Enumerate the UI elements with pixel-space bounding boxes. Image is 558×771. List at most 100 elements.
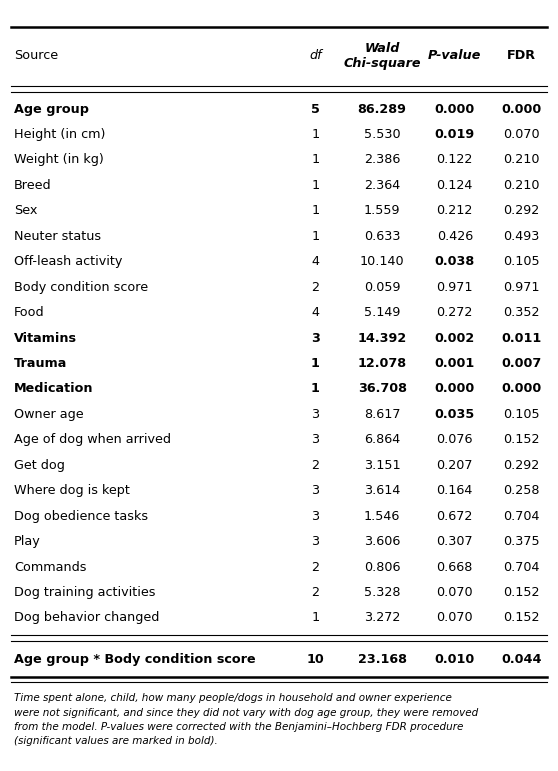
Text: 8.617: 8.617 [364,408,401,421]
Text: 0.971: 0.971 [436,281,473,294]
Text: Age group * Body condition score: Age group * Body condition score [14,653,256,665]
Text: 3: 3 [311,332,320,345]
Text: 0.105: 0.105 [503,255,540,268]
Text: 0.105: 0.105 [503,408,540,421]
Text: Height (in cm): Height (in cm) [14,128,105,141]
Text: 0.633: 0.633 [364,230,401,243]
Text: Weight (in kg): Weight (in kg) [14,153,104,167]
Text: P-value: P-value [428,49,482,62]
Text: 0.292: 0.292 [504,459,540,472]
Text: 36.708: 36.708 [358,382,407,396]
Text: Dog behavior changed: Dog behavior changed [14,611,160,625]
Text: 6.864: 6.864 [364,433,400,446]
Text: 10: 10 [306,653,324,665]
Text: Commands: Commands [14,561,86,574]
Text: Neuter status: Neuter status [14,230,101,243]
Text: 0.272: 0.272 [436,306,473,319]
Text: 0.070: 0.070 [436,611,473,625]
Text: 3: 3 [311,408,319,421]
Text: Medication: Medication [14,382,93,396]
Text: 0.292: 0.292 [504,204,540,217]
Text: 0.076: 0.076 [436,433,473,446]
Text: 5.530: 5.530 [364,128,401,141]
Text: Time spent alone, child, how many people/dogs in household and owner experience
: Time spent alone, child, how many people… [14,693,478,746]
Text: 0.672: 0.672 [436,510,473,523]
Text: 2: 2 [311,459,319,472]
Text: 3: 3 [311,535,319,548]
Text: Dog training activities: Dog training activities [14,586,156,599]
Text: 1: 1 [311,128,319,141]
Text: Trauma: Trauma [14,357,68,370]
Text: 0.164: 0.164 [436,484,473,497]
Text: 0.493: 0.493 [503,230,540,243]
Text: Get dog: Get dog [14,459,65,472]
Text: Off-leash activity: Off-leash activity [14,255,122,268]
Text: 0.002: 0.002 [435,332,475,345]
Text: 0.070: 0.070 [503,128,540,141]
Text: 0.001: 0.001 [435,357,475,370]
Text: 3: 3 [311,433,319,446]
Text: 12.078: 12.078 [358,357,407,370]
Text: Dog obedience tasks: Dog obedience tasks [14,510,148,523]
Text: 2: 2 [311,586,319,599]
Text: 0.375: 0.375 [503,535,540,548]
Text: Where dog is kept: Where dog is kept [14,484,130,497]
Text: Body condition score: Body condition score [14,281,148,294]
Text: 0.210: 0.210 [503,179,540,192]
Text: Source: Source [14,49,58,62]
Text: 0.152: 0.152 [503,586,540,599]
Text: Wald
Chi-square: Wald Chi-square [344,42,421,70]
Text: 86.289: 86.289 [358,103,407,116]
Text: 1.559: 1.559 [364,204,401,217]
Text: 0.070: 0.070 [436,586,473,599]
Text: 1: 1 [311,153,319,167]
Text: Breed: Breed [14,179,51,192]
Text: 3.606: 3.606 [364,535,401,548]
Text: 1.546: 1.546 [364,510,401,523]
Text: 0.210: 0.210 [503,153,540,167]
Text: 0.971: 0.971 [503,281,540,294]
Text: Food: Food [14,306,45,319]
Text: 1: 1 [311,382,320,396]
Text: 0.044: 0.044 [502,653,542,665]
Text: 0.704: 0.704 [503,561,540,574]
Text: 0.011: 0.011 [502,332,542,345]
Text: 10.140: 10.140 [360,255,405,268]
Text: 0.059: 0.059 [364,281,401,294]
Text: 5.328: 5.328 [364,586,401,599]
Text: Owner age: Owner age [14,408,84,421]
Text: 1: 1 [311,179,319,192]
Text: 1: 1 [311,230,319,243]
Text: df: df [309,49,321,62]
Text: 0.307: 0.307 [436,535,473,548]
Text: FDR: FDR [507,49,536,62]
Text: 3: 3 [311,484,319,497]
Text: 0.124: 0.124 [436,179,473,192]
Text: 0.000: 0.000 [435,103,475,116]
Text: 3.614: 3.614 [364,484,401,497]
Text: 2: 2 [311,561,319,574]
Text: 0.258: 0.258 [503,484,540,497]
Text: 2.386: 2.386 [364,153,401,167]
Text: 0.007: 0.007 [502,357,542,370]
Text: 0.000: 0.000 [502,103,542,116]
Text: 4: 4 [311,255,319,268]
Text: 0.207: 0.207 [436,459,473,472]
Text: 0.010: 0.010 [435,653,475,665]
Text: 0.000: 0.000 [435,382,475,396]
Text: 5: 5 [311,103,320,116]
Text: 0.212: 0.212 [436,204,473,217]
Text: 0.704: 0.704 [503,510,540,523]
Text: Play: Play [14,535,41,548]
Text: Sex: Sex [14,204,37,217]
Text: 3.272: 3.272 [364,611,401,625]
Text: 0.806: 0.806 [364,561,401,574]
Text: 0.038: 0.038 [435,255,475,268]
Text: 0.668: 0.668 [436,561,473,574]
Text: 1: 1 [311,204,319,217]
Text: 0.122: 0.122 [436,153,473,167]
Text: 3.151: 3.151 [364,459,401,472]
Text: 0.152: 0.152 [503,433,540,446]
Text: 0.152: 0.152 [503,611,540,625]
Text: 0.352: 0.352 [503,306,540,319]
